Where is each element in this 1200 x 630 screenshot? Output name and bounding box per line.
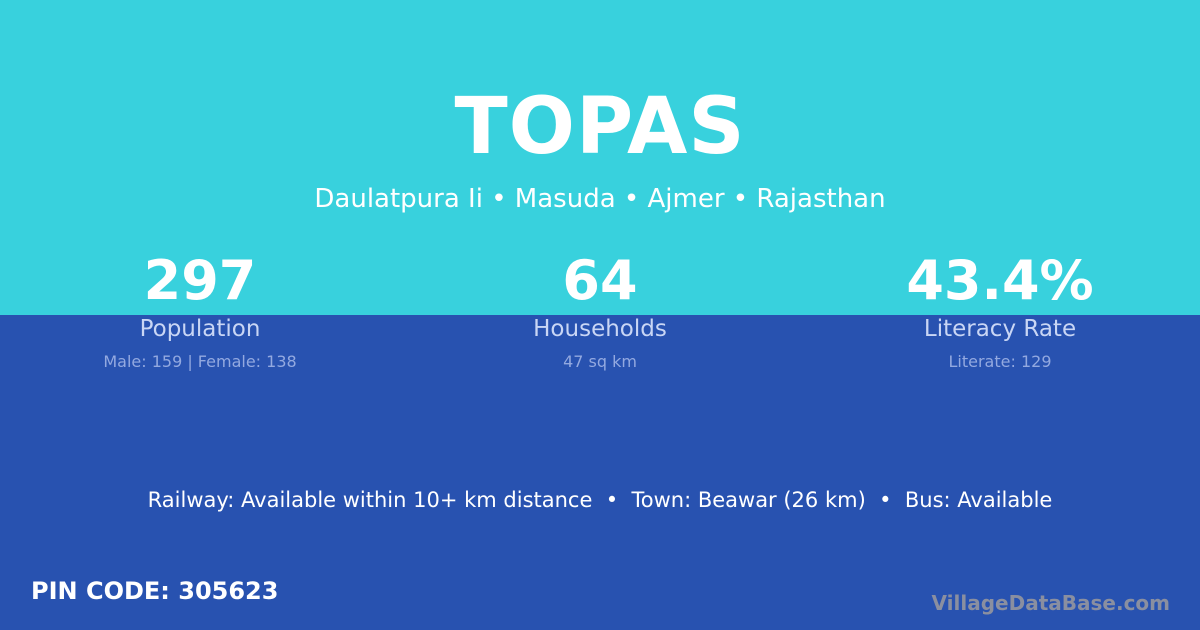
brand-logo: VillageDataBase.com — [931, 591, 1170, 615]
connectivity-info: Railway: Available within 10+ km distanc… — [147, 488, 1053, 512]
stat-literacy: 43.4% Literacy Rate Literate: 129 — [800, 248, 1200, 374]
stat-value: 43.4% — [906, 249, 1094, 312]
stat-population: 297 Population Male: 159 | Female: 138 — [0, 248, 400, 374]
stat-households: 64 Households 47 sq km — [400, 248, 800, 374]
stat-label: Households — [533, 316, 667, 342]
stat-label: Population — [139, 316, 261, 342]
village-title: TOPAS — [454, 82, 746, 172]
body-band — [0, 315, 1200, 630]
header-band — [0, 0, 1200, 315]
stat-detail: 47 sq km — [563, 352, 637, 371]
location-breadcrumb: Daulatpura Ii • Masuda • Ajmer • Rajasth… — [314, 184, 886, 214]
stat-value: 297 — [143, 249, 257, 312]
pin-code: PIN CODE: 305623 — [31, 577, 279, 605]
stat-detail: Male: 159 | Female: 138 — [103, 352, 297, 371]
stat-value: 64 — [562, 249, 638, 312]
stat-label: Literacy Rate — [923, 316, 1077, 342]
stat-detail: Literate: 129 — [948, 352, 1052, 371]
